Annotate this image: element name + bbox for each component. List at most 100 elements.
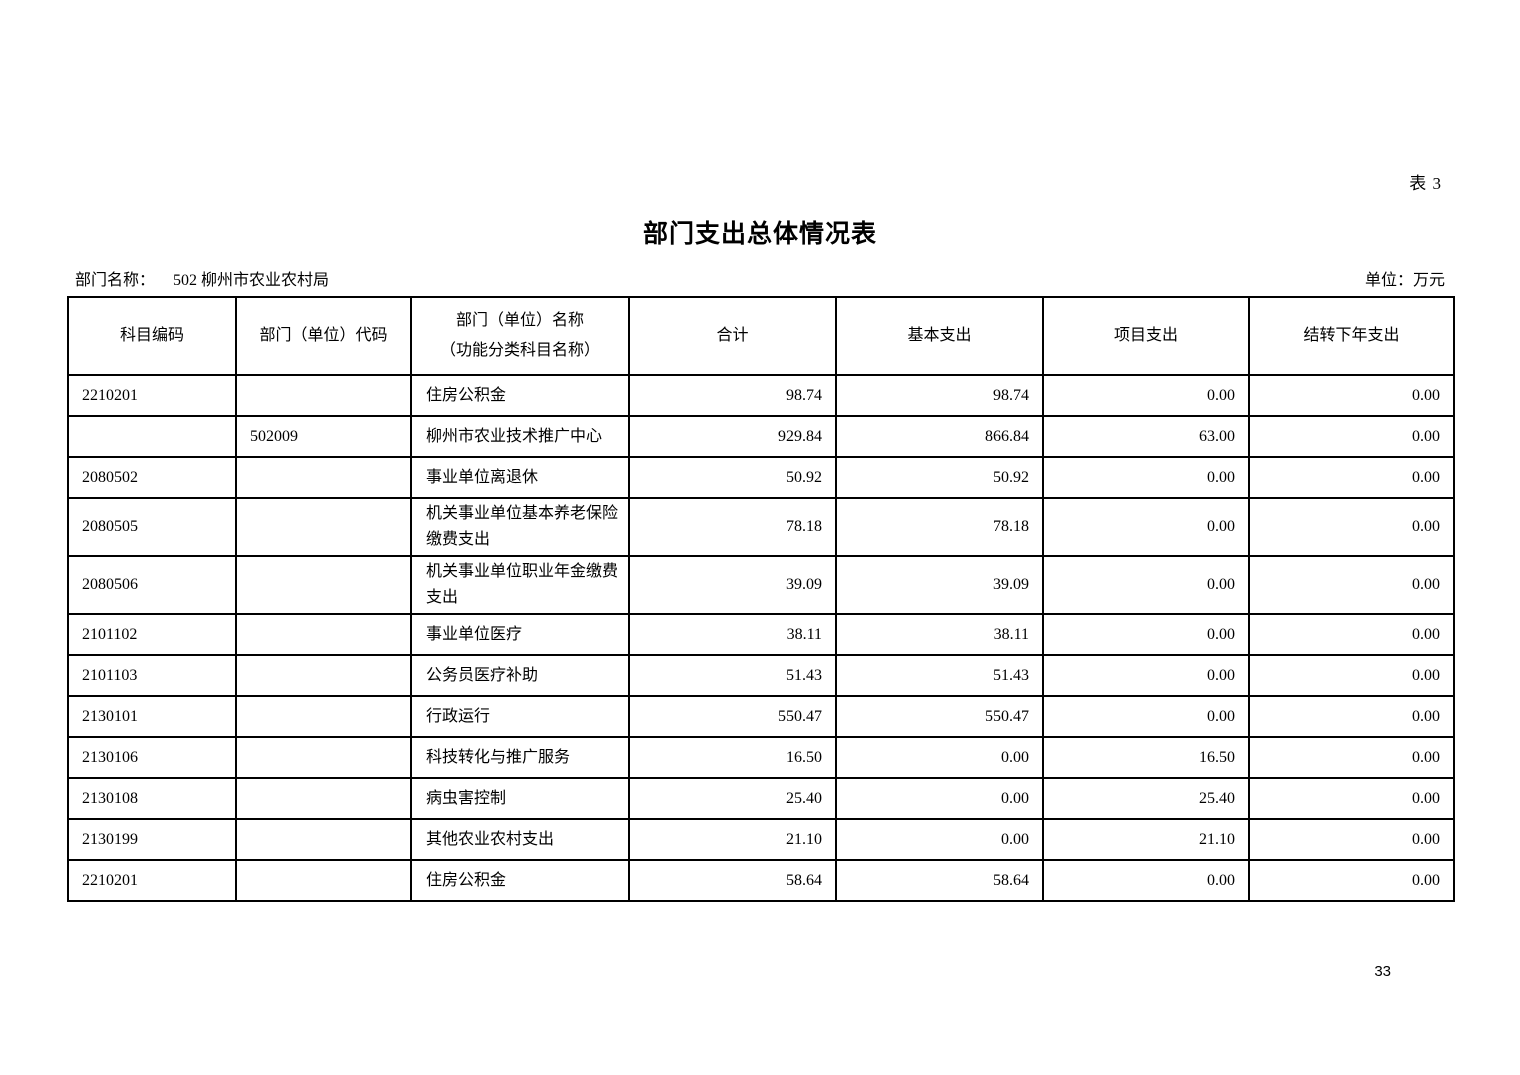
cell-subject-code: 2210201 [67,374,237,417]
cell-subject-code: 2080502 [67,456,237,499]
header-basic-expenditure: 基本支出 [835,296,1044,376]
cell-subject-code: 2130101 [67,695,237,738]
cell-name: 住房公积金 [410,374,630,417]
cell-dept-code [235,456,412,499]
cell-carryover-expenditure: 0.00 [1248,456,1455,499]
header-total: 合计 [628,296,837,376]
cell-dept-code [235,736,412,779]
cell-basic-expenditure: 98.74 [835,374,1044,417]
table-body: 2210201 住房公积金 98.74 98.74 0.00 0.00 502009 柳州市农… [67,374,1455,902]
cell-basic-expenditure: 78.18 [835,497,1044,557]
header-row: 科目编码 部门（单位）代码 部门（单位）名称 （功能分类科目名称） 合计 基本支… [67,296,1455,376]
cell-basic-expenditure: 50.92 [835,456,1044,499]
table-row: 2130108 病虫害控制 25.40 0.00 25.40 0.00 [67,777,1455,820]
cell-basic-expenditure: 58.64 [835,859,1044,902]
cell-carryover-expenditure: 0.00 [1248,695,1455,738]
cell-name: 病虫害控制 [410,777,630,820]
cell-subject-code: 2130106 [67,736,237,779]
cell-dept-code [235,654,412,697]
cell-subject-code: 2130199 [67,818,237,861]
table-row: 2130101 行政运行 550.47 550.47 0.00 0.00 [67,695,1455,738]
cell-carryover-expenditure: 0.00 [1248,818,1455,861]
cell-project-expenditure: 25.40 [1042,777,1250,820]
cell-total: 50.92 [628,456,837,499]
cell-project-expenditure: 0.00 [1042,654,1250,697]
cell-carryover-expenditure: 0.00 [1248,415,1455,458]
cell-name: 科技转化与推广服务 [410,736,630,779]
page-title: 部门支出总体情况表 [642,221,877,248]
cell-subject-code: 2101103 [67,654,237,697]
cell-project-expenditure: 0.00 [1042,859,1250,902]
department-name-value: 502 柳州市农业农村局 [173,272,330,289]
cell-total: 58.64 [628,859,837,902]
cell-name: 事业单位医疗 [410,613,630,656]
cell-subject-code [67,415,237,458]
cell-total: 78.18 [628,497,837,557]
table-row: 2080502 事业单位离退休 50.92 50.92 0.00 0.00 [67,456,1455,499]
cell-total: 929.84 [628,415,837,458]
cell-total: 16.50 [628,736,837,779]
table-row: 2101103 公务员医疗补助 51.43 51.43 0.00 0.00 [67,654,1455,697]
department-name: 部门名称： 502 柳州市农业农村局 [67,266,329,290]
cell-project-expenditure: 0.00 [1042,613,1250,656]
cell-total: 98.74 [628,374,837,417]
table-row: 2080505 机关事业单位基本养老保险缴费支出 78.18 78.18 0.00 0.0… [67,497,1455,557]
cell-basic-expenditure: 866.84 [835,415,1044,458]
cell-total: 51.43 [628,654,837,697]
cell-subject-code: 2210201 [67,859,237,902]
header-dept-name: 部门（单位）名称 （功能分类科目名称） [410,296,630,376]
cell-carryover-expenditure: 0.00 [1248,654,1455,697]
cell-basic-expenditure: 0.00 [835,818,1044,861]
cell-dept-code [235,818,412,861]
cell-name: 住房公积金 [410,859,630,902]
cell-project-expenditure: 0.00 [1042,456,1250,499]
table-row: 2130199 其他农业农村支出 21.10 0.00 21.10 0.00 [67,818,1455,861]
cell-carryover-expenditure: 0.00 [1248,555,1455,615]
cell-name: 公务员医疗补助 [410,654,630,697]
cell-name: 其他农业农村支出 [410,818,630,861]
cell-basic-expenditure: 51.43 [835,654,1044,697]
table-row: 2080506 机关事业单位职业年金缴费支出 39.09 39.09 0.00 0.00 [67,555,1455,615]
cell-total: 21.10 [628,818,837,861]
page-number: 33 [1374,963,1391,980]
cell-dept-code [235,613,412,656]
cell-project-expenditure: 0.00 [1042,695,1250,738]
table-row: 2210201 住房公积金 98.74 98.74 0.00 0.00 [67,374,1455,417]
cell-basic-expenditure: 38.11 [835,613,1044,656]
cell-dept-code [235,374,412,417]
cell-subject-code: 2101102 [67,613,237,656]
table-number-label: 表 3 [1409,174,1442,193]
header-dept-code: 部门（单位）代码 [235,296,412,376]
table-row: 2210201 住房公积金 58.64 58.64 0.00 0.00 [67,859,1455,902]
cell-dept-code [235,695,412,738]
cell-name: 机关事业单位基本养老保险缴费支出 [410,497,630,557]
unit-label: 单位：万元 [1364,272,1445,289]
cell-total: 550.47 [628,695,837,738]
cell-carryover-expenditure: 0.00 [1248,777,1455,820]
cell-project-expenditure: 21.10 [1042,818,1250,861]
cell-carryover-expenditure: 0.00 [1248,497,1455,557]
cell-total: 39.09 [628,555,837,615]
cell-project-expenditure: 0.00 [1042,555,1250,615]
cell-name: 行政运行 [410,695,630,738]
cell-carryover-expenditure: 0.00 [1248,374,1455,417]
expenditure-table: 科目编码 部门（单位）代码 部门（单位）名称 （功能分类科目名称） 合计 基本支… [67,296,1455,902]
cell-carryover-expenditure: 0.00 [1248,736,1455,779]
cell-carryover-expenditure: 0.00 [1248,613,1455,656]
cell-total: 38.11 [628,613,837,656]
cell-dept-code [235,777,412,820]
cell-dept-code [235,555,412,615]
cell-total: 25.40 [628,777,837,820]
cell-basic-expenditure: 550.47 [835,695,1044,738]
cell-project-expenditure: 0.00 [1042,374,1250,417]
cell-name: 机关事业单位职业年金缴费支出 [410,555,630,615]
cell-basic-expenditure: 0.00 [835,736,1044,779]
table-row: 502009 柳州市农业技术推广中心 929.84 866.84 63.00 0.00 [67,415,1455,458]
header-carryover-expenditure: 结转下年支出 [1248,296,1455,376]
header-dept-name-line2: （功能分类科目名称） [439,342,600,359]
cell-project-expenditure: 0.00 [1042,497,1250,557]
cell-dept-code [235,497,412,557]
meta-row: 部门名称： 502 柳州市农业农村局 单位：万元 [67,266,1453,290]
cell-dept-code [235,859,412,902]
